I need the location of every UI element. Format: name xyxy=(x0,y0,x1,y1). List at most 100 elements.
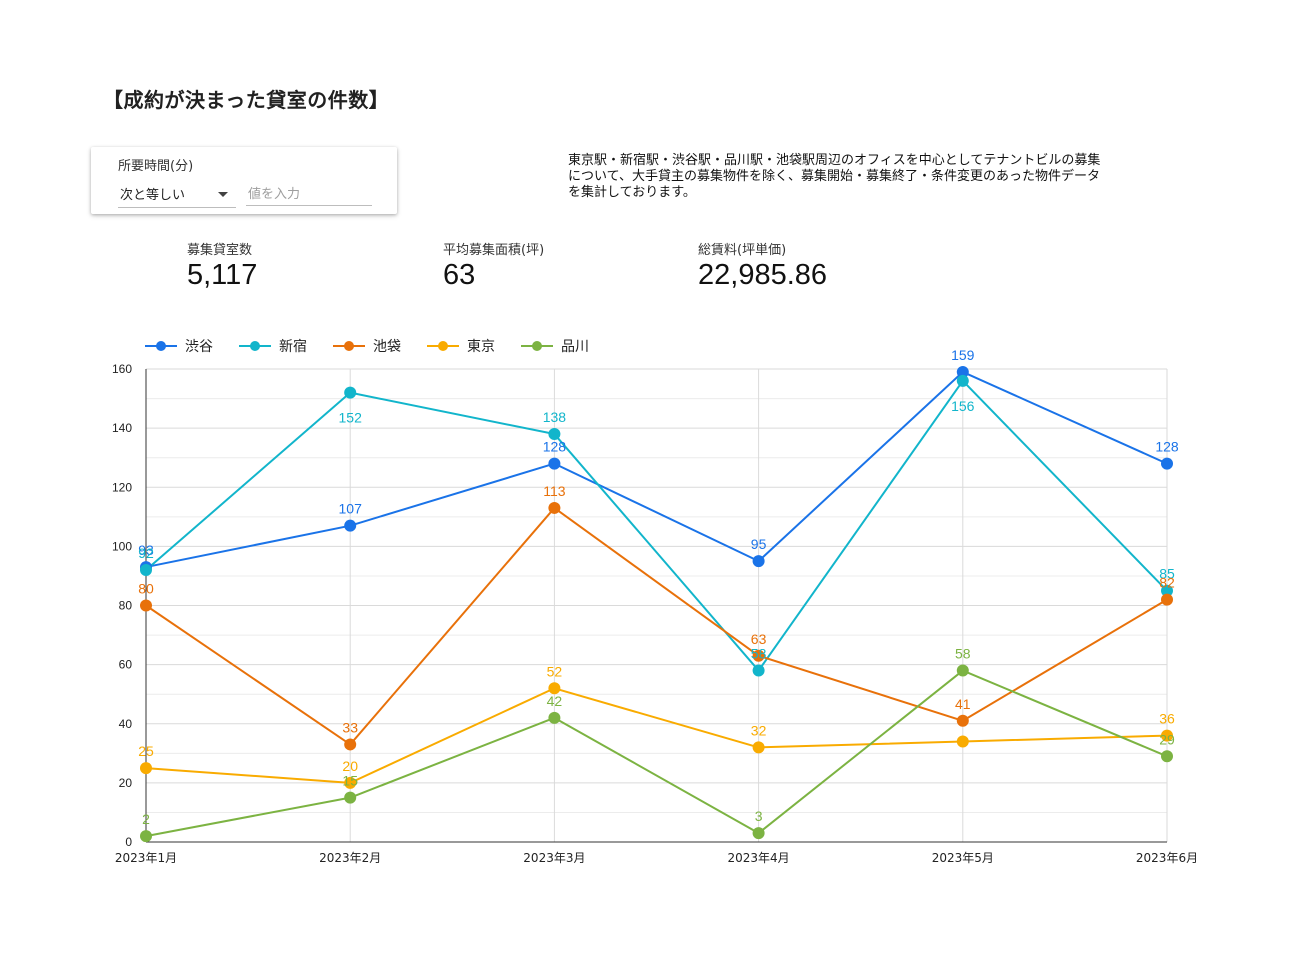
kpi-label: 平均募集面積(坪) xyxy=(443,243,545,258)
y-tick-label: 140 xyxy=(112,421,132,435)
data-label: 82 xyxy=(1159,575,1175,591)
data-point xyxy=(956,735,969,748)
data-point xyxy=(1161,593,1173,606)
data-point xyxy=(752,741,765,754)
x-tick-label: 2023年3月 xyxy=(523,851,585,865)
data-label: 93 xyxy=(138,542,154,558)
data-point xyxy=(1161,729,1173,742)
data-point xyxy=(752,555,765,568)
data-point xyxy=(344,386,357,399)
filter-operator-value: 次と等しい xyxy=(120,188,186,203)
data-point xyxy=(344,791,357,804)
legend-item-shinjuku[interactable]: 新宿 xyxy=(239,336,307,356)
y-tick-label: 20 xyxy=(119,776,133,790)
y-tick-label: 160 xyxy=(112,362,132,376)
kpi-total-rent: 総賃料(坪単価) 22,985.86 xyxy=(698,239,827,292)
kpi-value: 22,985.86 xyxy=(698,259,828,291)
x-tick-label: 2023年5月 xyxy=(932,851,994,865)
data-label: 63 xyxy=(751,631,767,647)
series-line-1 xyxy=(145,379,1168,672)
x-tick-label: 2023年4月 xyxy=(728,851,790,865)
filter-value-input[interactable] xyxy=(246,183,372,206)
y-tick-label: 0 xyxy=(125,835,132,849)
data-point xyxy=(344,776,357,789)
data-label: 33 xyxy=(342,719,358,735)
data-point xyxy=(548,501,561,514)
data-label: 128 xyxy=(1155,439,1179,455)
data-point xyxy=(548,428,561,441)
data-label: 58 xyxy=(751,646,767,662)
legend-item-shibuya[interactable]: 渋谷 xyxy=(145,336,213,356)
data-point xyxy=(956,714,969,727)
data-label: 15 xyxy=(342,773,358,789)
filter-control: 所要時間(分) 次と等しい xyxy=(91,147,397,214)
legend-swatch xyxy=(239,340,271,352)
legend-item-ikebukuro[interactable]: 池袋 xyxy=(333,336,401,356)
kpi-value: 5,117 xyxy=(187,259,258,291)
y-tick-label: 120 xyxy=(112,480,132,494)
legend-item-shinagawa[interactable]: 品川 xyxy=(521,336,589,356)
data-label: 29 xyxy=(1159,731,1175,747)
x-tick-label: 2023年2月 xyxy=(319,851,381,865)
data-label: 41 xyxy=(955,696,971,712)
filter-label: 所要時間(分) xyxy=(118,159,194,174)
data-label: 128 xyxy=(543,439,567,455)
data-point xyxy=(140,599,152,612)
data-label: 95 xyxy=(751,536,767,552)
y-tick-label: 80 xyxy=(119,599,133,613)
page-title: 【成約が決まった貸室の件数】 xyxy=(103,88,390,112)
series-line-2 xyxy=(145,506,1168,746)
data-label: 25 xyxy=(138,743,154,759)
legend-swatch xyxy=(333,340,365,352)
y-tick-label: 100 xyxy=(112,539,132,553)
data-label: 36 xyxy=(1159,711,1175,727)
description-text: 東京駅・新宿駅・渋谷駅・品川駅・池袋駅周辺のオフィスを中心としてテナントビルの募… xyxy=(568,153,1101,200)
data-point xyxy=(548,682,561,695)
data-label: 107 xyxy=(339,501,363,517)
data-label: 156 xyxy=(951,398,975,414)
data-label: 42 xyxy=(547,693,563,709)
chart-legend: 渋谷 新宿 池袋 東京 品川 xyxy=(145,336,615,356)
data-label: 85 xyxy=(1159,566,1175,582)
data-point xyxy=(752,827,765,840)
data-point xyxy=(956,365,969,378)
legend-swatch xyxy=(145,340,177,352)
kpi-average-area: 平均募集面積(坪) 63 xyxy=(443,239,544,292)
data-label: 92 xyxy=(138,545,154,561)
y-tick-label: 60 xyxy=(119,658,133,672)
kpi-label: 総賃料(坪単価) xyxy=(698,243,787,258)
data-point xyxy=(140,830,152,843)
legend-label: 品川 xyxy=(561,339,589,355)
legend-label: 東京 xyxy=(467,339,495,355)
data-point xyxy=(344,738,357,751)
data-label: 32 xyxy=(751,722,767,738)
data-point xyxy=(752,649,765,662)
y-tick-label: 40 xyxy=(119,717,133,731)
series-line-3 xyxy=(145,687,1168,784)
kpi-label: 募集貸室数 xyxy=(187,243,253,258)
data-label: 159 xyxy=(951,347,975,363)
series-line-4 xyxy=(145,669,1168,838)
kpi-value: 63 xyxy=(443,259,476,291)
filter-operator-select[interactable]: 次と等しい xyxy=(118,183,236,208)
kpi-listing-count: 募集貸室数 5,117 xyxy=(187,239,257,292)
data-point xyxy=(140,564,152,577)
data-label: 20 xyxy=(342,758,358,774)
data-point xyxy=(548,457,561,470)
data-point xyxy=(1161,457,1173,470)
data-point xyxy=(1161,584,1173,597)
data-label: 58 xyxy=(955,646,971,662)
data-label: 80 xyxy=(138,581,154,597)
x-tick-label: 2023年6月 xyxy=(1136,851,1198,865)
legend-label: 新宿 xyxy=(279,339,307,355)
data-label: 3 xyxy=(755,808,763,824)
data-label: 2 xyxy=(142,811,150,827)
legend-item-tokyo[interactable]: 東京 xyxy=(427,336,495,356)
data-label: 113 xyxy=(543,483,566,499)
data-point xyxy=(140,762,152,775)
legend-swatch xyxy=(427,340,459,352)
legend-swatch xyxy=(521,340,553,352)
series-line-0 xyxy=(145,370,1168,569)
data-point xyxy=(344,519,357,532)
